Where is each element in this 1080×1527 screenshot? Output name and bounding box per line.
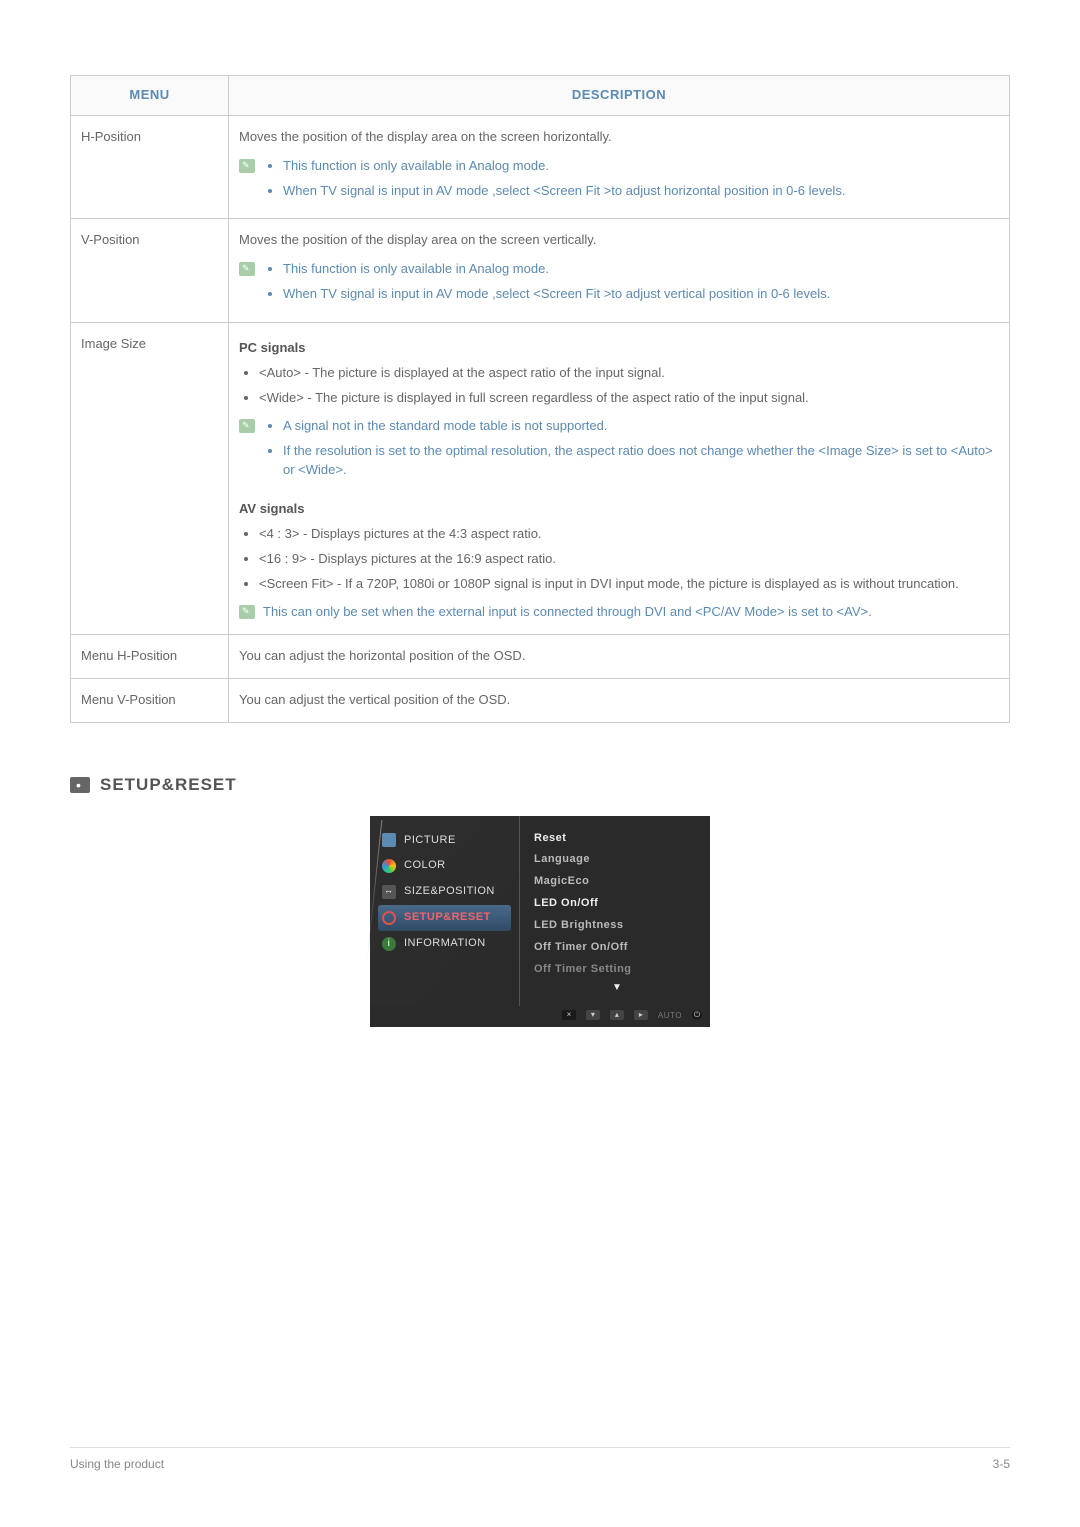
note-icon <box>239 605 255 619</box>
osd-right-panel: Reset Language MagicEco LED On/Off LED B… <box>520 816 710 1006</box>
menu-cell: Image Size <box>71 322 229 634</box>
desc-text: Moves the position of the display area o… <box>239 128 999 147</box>
play-icon: ▸ <box>634 1010 648 1020</box>
osd-item-picture: PICTURE <box>378 828 511 854</box>
osd-label: SIZE&POSITION <box>404 884 495 900</box>
osd-option: MagicEco <box>534 871 700 893</box>
osd-option: Off Timer On/Off <box>534 937 700 959</box>
list-item: <Auto> - The picture is displayed at the… <box>259 364 999 383</box>
information-icon: i <box>382 937 396 951</box>
desc-text: Moves the position of the display area o… <box>239 231 999 250</box>
size-position-icon <box>382 885 396 899</box>
desc-cell: You can adjust the vertical position of … <box>229 679 1010 723</box>
osd-option: LED Brightness <box>534 915 700 937</box>
note-item: When TV signal is input in AV mode ,sele… <box>283 182 845 201</box>
desc-cell: PC signals <Auto> - The picture is displ… <box>229 322 1010 634</box>
desc-cell: You can adjust the horizontal position o… <box>229 635 1010 679</box>
list-item: <4 : 3> - Displays pictures at the 4:3 a… <box>259 525 999 544</box>
osd-label: SETUP&RESET <box>404 910 491 926</box>
down-arrow-icon: ▼ <box>534 981 700 996</box>
setup-reset-icon <box>70 777 90 793</box>
note-item: This can only be set when the external i… <box>263 603 872 622</box>
close-icon: × <box>562 1010 576 1020</box>
osd-bottom-bar: × ▾ ▴ ▸ AUTO ⏻ <box>370 1006 710 1028</box>
osd-left-panel: PICTURE COLOR SIZE&POSITION SETUP&RESET … <box>370 816 520 1006</box>
header-menu: MENU <box>71 76 229 116</box>
osd-item-color: COLOR <box>378 853 511 879</box>
note-item: When TV signal is input in AV mode ,sele… <box>283 285 830 304</box>
osd-menu-screenshot: PICTURE COLOR SIZE&POSITION SETUP&RESET … <box>370 816 710 1028</box>
note-item: A signal not in the standard mode table … <box>283 417 999 436</box>
menu-description-table: MENU DESCRIPTION H-Position Moves the po… <box>70 75 1010 723</box>
table-row: Menu H-Position You can adjust the horiz… <box>71 635 1010 679</box>
note-icon <box>239 419 255 433</box>
picture-icon <box>382 833 396 847</box>
table-row: V-Position Moves the position of the dis… <box>71 219 1010 323</box>
note-item: If the resolution is set to the optimal … <box>283 442 999 480</box>
footer-left: Using the product <box>70 1456 164 1473</box>
osd-item-information: i INFORMATION <box>378 931 511 957</box>
auto-label: AUTO <box>658 1010 682 1022</box>
color-icon <box>382 859 396 873</box>
up-icon: ▴ <box>610 1010 624 1020</box>
note-icon <box>239 159 255 173</box>
osd-item-size: SIZE&POSITION <box>378 879 511 905</box>
table-row: Menu V-Position You can adjust the verti… <box>71 679 1010 723</box>
osd-label: INFORMATION <box>404 936 486 952</box>
power-icon: ⏻ <box>692 1010 702 1020</box>
desc-cell: Moves the position of the display area o… <box>229 115 1010 219</box>
section-title: SETUP&RESET <box>100 773 237 798</box>
osd-option: LED On/Off <box>534 893 700 915</box>
pc-signals-heading: PC signals <box>239 339 999 358</box>
list-item: <16 : 9> - Displays pictures at the 16:9… <box>259 550 999 569</box>
osd-option: Reset <box>534 828 700 850</box>
menu-cell: Menu H-Position <box>71 635 229 679</box>
note-item: This function is only available in Analo… <box>283 157 845 176</box>
osd-option: Language <box>534 849 700 871</box>
down-icon: ▾ <box>586 1010 600 1020</box>
menu-cell: H-Position <box>71 115 229 219</box>
setup-reset-icon <box>382 911 396 925</box>
footer-right: 3-5 <box>993 1456 1010 1473</box>
list-item: <Wide> - The picture is displayed in ful… <box>259 389 999 408</box>
osd-label: PICTURE <box>404 833 456 849</box>
header-description: DESCRIPTION <box>229 76 1010 116</box>
note-icon <box>239 262 255 276</box>
osd-item-setup-selected: SETUP&RESET <box>378 905 511 931</box>
section-heading: SETUP&RESET <box>70 773 1010 798</box>
note-item: This function is only available in Analo… <box>283 260 830 279</box>
desc-cell: Moves the position of the display area o… <box>229 219 1010 323</box>
table-row: Image Size PC signals <Auto> - The pictu… <box>71 322 1010 634</box>
av-signals-heading: AV signals <box>239 500 999 519</box>
table-row: H-Position Moves the position of the dis… <box>71 115 1010 219</box>
osd-label: COLOR <box>404 858 446 874</box>
menu-cell: Menu V-Position <box>71 679 229 723</box>
menu-cell: V-Position <box>71 219 229 323</box>
osd-option: Off Timer Setting <box>534 959 700 981</box>
list-item: <Screen Fit> - If a 720P, 1080i or 1080P… <box>259 575 999 594</box>
page-footer: Using the product 3-5 <box>70 1447 1010 1473</box>
